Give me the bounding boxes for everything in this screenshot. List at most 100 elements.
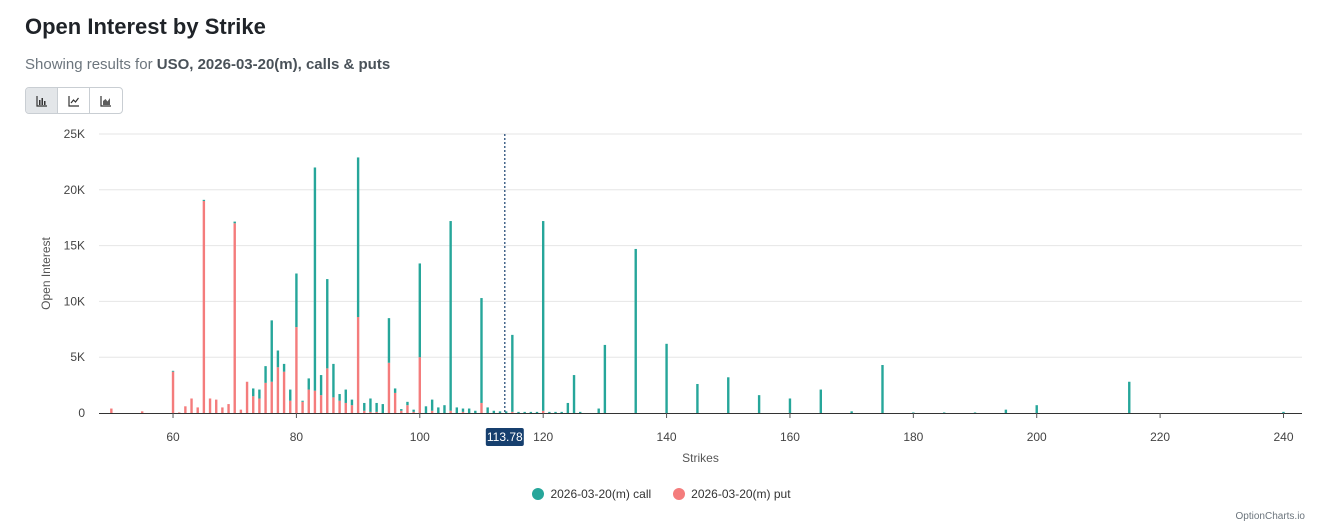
call-bar	[449, 221, 452, 411]
gridlines	[99, 133, 1302, 358]
call-bar	[400, 409, 403, 411]
page-subtitle: Showing results for USO, 2026-03-20(m), …	[25, 56, 390, 73]
legend-item-put[interactable]: 2026-03-20(m) put	[673, 487, 791, 501]
put-bar	[400, 410, 403, 413]
legend-put-swatch	[673, 488, 686, 500]
call-bar	[350, 399, 354, 406]
put-bar	[363, 410, 366, 413]
call-bar	[295, 273, 298, 328]
put-bar	[387, 362, 391, 413]
put-bar	[239, 409, 243, 413]
put-bar	[295, 327, 298, 413]
subtitle-prefix: Showing results for	[25, 56, 157, 73]
line-chart-button[interactable]	[58, 88, 90, 113]
price-marker-badge	[485, 428, 524, 446]
call-bar	[307, 378, 310, 390]
call-bar	[171, 370, 175, 372]
call-bar	[289, 389, 292, 401]
credit-label: OptionCharts.io	[1235, 511, 1305, 522]
put-bar	[480, 402, 483, 413]
put-bar	[412, 411, 415, 413]
put-bar	[190, 398, 193, 413]
subtitle-selection: USO, 2026-03-20(m), calls & puts	[156, 56, 391, 73]
put-bar	[276, 367, 280, 413]
call-bar	[338, 394, 341, 401]
put-bar	[369, 411, 372, 413]
call-bar	[757, 395, 761, 413]
x-tick-label: 60	[166, 430, 180, 444]
call-bar	[276, 350, 280, 368]
axes: 0 5K 10K 15K 20K 25K 60 80 100 120 140 160 180 200 220…	[39, 127, 1302, 465]
x-tick-label: 180	[903, 430, 923, 444]
y-tick-label: 15K	[64, 239, 85, 253]
put-bar	[344, 402, 347, 413]
call-bar	[233, 221, 236, 224]
call-bar	[252, 388, 255, 397]
call-bar	[541, 221, 545, 411]
call-bar	[560, 411, 563, 413]
put-bar	[227, 404, 230, 413]
put-bar	[289, 400, 292, 413]
put-bar	[356, 317, 360, 413]
call-bar	[523, 411, 526, 413]
put-bar	[406, 405, 409, 413]
call-bar	[597, 408, 600, 413]
put-bar	[282, 371, 286, 413]
call-bar	[412, 409, 415, 412]
area-chart-icon	[100, 95, 111, 107]
legend-put-label: 2026-03-20(m) put	[691, 487, 791, 501]
put-bar	[326, 368, 329, 413]
call-bar	[548, 411, 551, 413]
put-bar	[171, 371, 175, 413]
page-title: Open Interest by Strike	[25, 14, 266, 39]
x-tick-label: 160	[780, 430, 800, 444]
call-bar	[393, 388, 397, 393]
x-tick-label: 140	[657, 430, 677, 444]
x-tick-label: 120	[533, 430, 553, 444]
y-tick-label: 5K	[70, 350, 85, 364]
bar-chart-icon	[35, 95, 47, 107]
call-bar	[319, 375, 323, 396]
bars	[110, 157, 1285, 413]
y-tick-label: 25K	[64, 127, 85, 141]
put-bar	[110, 408, 113, 413]
legend-call-swatch	[532, 488, 545, 500]
call-bar	[511, 334, 514, 412]
call-bar	[381, 404, 384, 413]
call-bar	[375, 402, 378, 412]
call-bar	[492, 410, 496, 413]
legend-item-call[interactable]: 2026-03-20(m) call	[532, 487, 651, 501]
x-tick-label: 80	[290, 430, 304, 444]
call-bar	[387, 318, 391, 363]
put-bar	[202, 200, 206, 413]
x-axis-title: Strikes	[682, 451, 719, 465]
put-bar	[264, 382, 267, 413]
put-bar	[245, 381, 249, 413]
call-bar	[437, 407, 440, 413]
call-bar	[326, 279, 329, 369]
call-bar	[1282, 411, 1285, 413]
x-tick-label: 100	[410, 430, 430, 444]
call-bar	[486, 407, 489, 413]
bar-chart-button[interactable]	[26, 88, 58, 113]
put-bar	[338, 400, 341, 413]
call-bar	[912, 412, 915, 413]
call-bar	[332, 363, 335, 398]
call-bar	[498, 411, 502, 413]
call-bar	[1128, 381, 1131, 413]
call-bar	[313, 167, 317, 391]
call-bar	[443, 405, 446, 413]
put-bar	[332, 397, 335, 413]
y-tick-label: 0	[78, 406, 85, 420]
area-chart-button[interactable]	[90, 88, 122, 113]
call-bar	[363, 402, 366, 411]
call-bar	[634, 248, 637, 413]
put-bar	[541, 410, 545, 413]
call-bar	[461, 408, 465, 412]
call-bar	[1004, 409, 1008, 413]
put-bar	[418, 357, 421, 413]
put-bar	[208, 398, 212, 413]
y-tick-label: 10K	[64, 294, 85, 308]
call-bar	[430, 399, 434, 411]
call-bar	[579, 411, 582, 413]
